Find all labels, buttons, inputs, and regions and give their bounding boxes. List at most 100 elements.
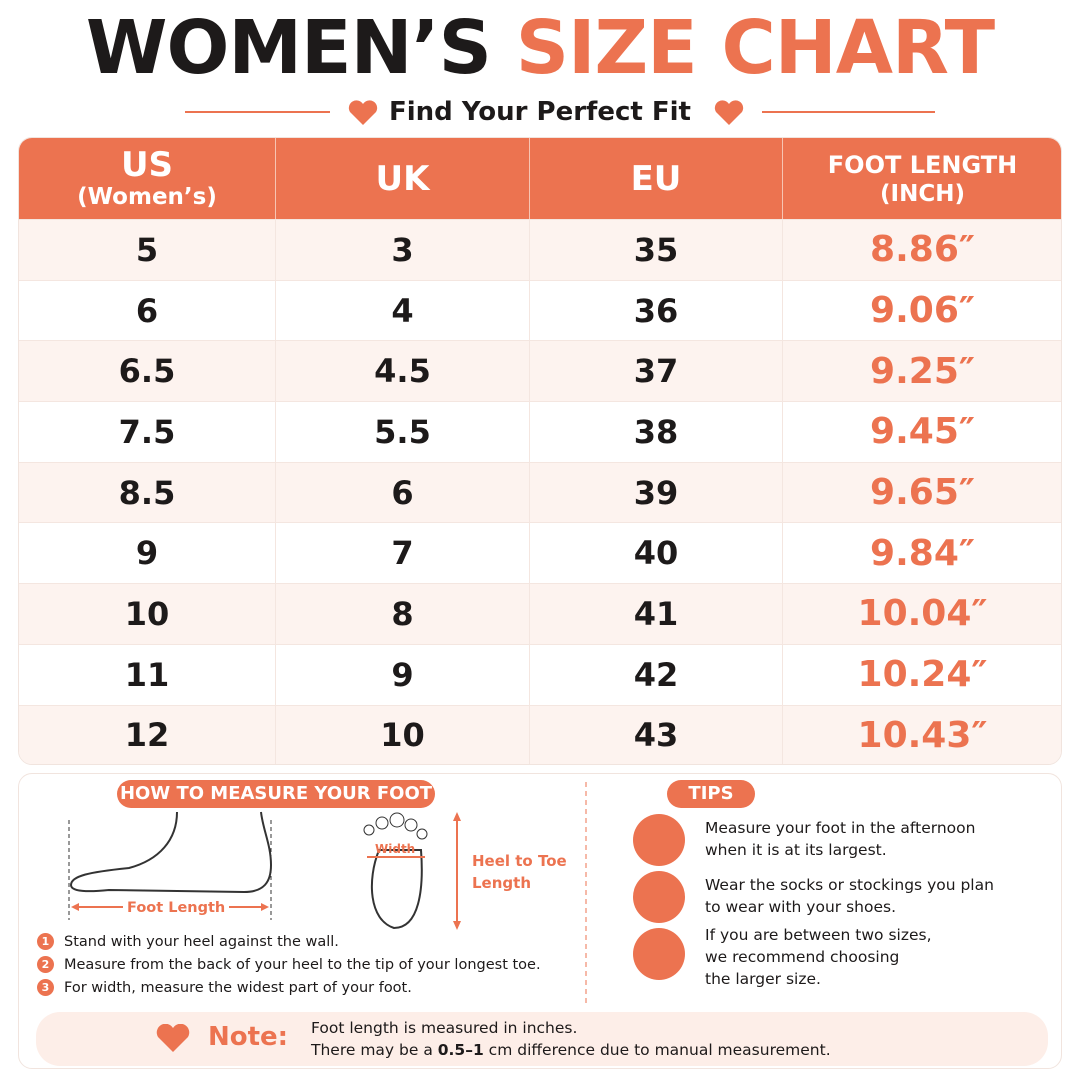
- tip-text: Measure your foot in the afternoon when i…: [705, 817, 975, 861]
- note: Note: Foot length is measured in inches.…: [36, 1012, 1048, 1066]
- header-text: US: [120, 144, 174, 185]
- tips: Measure your foot in the afternoon when i…: [633, 814, 994, 1008]
- tip-line: we recommend choosing: [705, 948, 900, 966]
- title-accent: SIZE CHART: [515, 5, 995, 91]
- foot-length-label: Foot Length: [123, 900, 230, 916]
- table-cell: 40: [530, 523, 783, 584]
- size-table: US (Women’s) UK EU FOOT LENGTH (INCH) 5 3 35 8.86…: [18, 137, 1062, 765]
- table-row: 11 9 42 10.24″: [19, 643, 1061, 705]
- note-text-part: There may be a: [311, 1041, 438, 1059]
- table-row: 6 4 36 9.06″: [19, 279, 1061, 341]
- note-line: Foot length is measured in inches.: [311, 1019, 578, 1037]
- tip-text: If you are between two sizes, we recommen…: [705, 924, 932, 990]
- table-body: 5 3 35 8.86″ 6 4 36 9.06″ 6.5 4.5 37 9.25″ 7.5 5.5 38 9…: [19, 219, 1061, 765]
- table-row: 7.5 5.5 38 9.45″: [19, 401, 1061, 462]
- tip: Measure your foot in the afternoon when i…: [633, 814, 994, 871]
- step-text: Stand with your heel against the wall.: [64, 933, 339, 950]
- tip-text: Wear the socks or stockings you plan to w…: [705, 874, 994, 918]
- tip-icon: [633, 871, 685, 923]
- tip-line: Measure your foot in the afternoon: [705, 819, 976, 837]
- table-cell: 4: [276, 280, 530, 341]
- table-cell: 9.25″: [783, 341, 1061, 401]
- table-cell: 4.5: [276, 341, 530, 402]
- tip-icon: [633, 814, 685, 866]
- table-cell: 8.86″: [783, 220, 1061, 280]
- header-cell: US (Women’s): [19, 138, 276, 219]
- table-cell: 9.45″: [783, 402, 1061, 462]
- note-bold: 0.5–1: [437, 1041, 484, 1059]
- table-cell: 9: [276, 644, 530, 705]
- table-cell: 10: [276, 705, 530, 764]
- step-number: 2: [37, 956, 54, 973]
- table-cell: 6.5: [19, 341, 276, 402]
- table-row: 9 7 40 9.84″: [19, 522, 1061, 584]
- heel-toe-line: Length: [472, 874, 531, 892]
- table-cell: 6: [19, 280, 276, 341]
- table-cell: 37: [530, 341, 783, 402]
- step-number: 1: [37, 933, 54, 950]
- header-cell: EU: [530, 138, 783, 219]
- step: 1 Stand with your heel against the wall.: [37, 930, 541, 953]
- step: 3 For width, measure the widest part of y…: [37, 976, 541, 999]
- tips-title: TIPS: [667, 780, 755, 808]
- header-text: UK: [375, 158, 430, 199]
- steps: 1 Stand with your heel against the wall. 2…: [37, 930, 541, 999]
- step-text: For width, measure the widest part of yo…: [64, 979, 412, 996]
- tip-icon: [633, 928, 685, 980]
- table-cell: 10.04″: [783, 584, 1061, 644]
- table-cell: 43: [530, 705, 783, 764]
- table-cell: 9.84″: [783, 523, 1061, 583]
- tip: Wear the socks or stockings you plan to w…: [633, 871, 994, 928]
- table-row: 8.5 6 39 9.65″: [19, 461, 1061, 523]
- table-cell: 5: [19, 220, 276, 280]
- tip-line: to wear with your shoes.: [705, 898, 897, 916]
- tip-line: If you are between two sizes,: [705, 926, 932, 944]
- table-cell: 6: [276, 462, 530, 523]
- tip: If you are between two sizes, we recommen…: [633, 926, 994, 1008]
- step: 2 Measure from the back of your heel to t…: [37, 953, 541, 976]
- table-cell: 7: [276, 523, 530, 584]
- subtitle-decor: [185, 100, 935, 125]
- title: WOMEN’S SIZE CHART: [0, 0, 1080, 96]
- note-label: Note:: [208, 1022, 289, 1052]
- table-cell: 9.06″: [783, 281, 1061, 341]
- table-row: 12 10 43 10.43″: [19, 704, 1061, 765]
- header-row: US (Women’s) UK EU FOOT LENGTH (INCH): [19, 138, 1061, 219]
- divider: [585, 782, 587, 1007]
- table-cell: 41: [530, 584, 783, 644]
- table-cell: 35: [530, 220, 783, 280]
- table-cell: 42: [530, 644, 783, 705]
- table-row: 6.5 4.5 37 9.25″: [19, 340, 1061, 402]
- step-number: 3: [37, 979, 54, 996]
- table-cell: 38: [530, 402, 783, 462]
- table-cell: 10.24″: [783, 645, 1061, 705]
- heel-toe-line: Heel to Toe: [472, 852, 567, 870]
- table-cell: 7.5: [19, 402, 276, 462]
- note-line: There may be a 0.5–1 cm difference due t…: [311, 1039, 831, 1061]
- note-text-part: cm difference due to manual measurement.: [483, 1041, 831, 1059]
- table-cell: 8.5: [19, 462, 276, 523]
- measure-title: HOW TO MEASURE YOUR FOOT: [117, 780, 435, 808]
- header-text: EU: [630, 158, 682, 199]
- tip-line: the larger size.: [705, 970, 821, 988]
- title-dark: WOMEN’S: [85, 5, 492, 91]
- table-cell: 10.43″: [783, 706, 1061, 765]
- table-cell: 5.5: [276, 402, 530, 462]
- header-text: (INCH): [880, 180, 965, 207]
- note-text: Foot length is measured in inches. There…: [311, 1017, 831, 1061]
- width-label: Width: [375, 842, 416, 856]
- measure-panel: HOW TO MEASURE YOUR FOOT Foot Length Wid…: [18, 773, 1062, 1069]
- table-cell: 36: [530, 280, 783, 341]
- table-cell: 39: [530, 462, 783, 523]
- header-cell: UK: [276, 138, 530, 219]
- table-row: 5 3 35 8.86″: [19, 219, 1061, 280]
- table-cell: 3: [276, 220, 530, 280]
- header-text: FOOT LENGTH: [827, 150, 1018, 179]
- table-cell: 12: [19, 705, 276, 764]
- heart-icon: [156, 1024, 190, 1052]
- table-cell: 10: [19, 584, 276, 644]
- table-cell: 8: [276, 584, 530, 644]
- tip-line: Wear the socks or stockings you plan: [705, 876, 994, 894]
- header-text: (Women’s): [77, 183, 217, 210]
